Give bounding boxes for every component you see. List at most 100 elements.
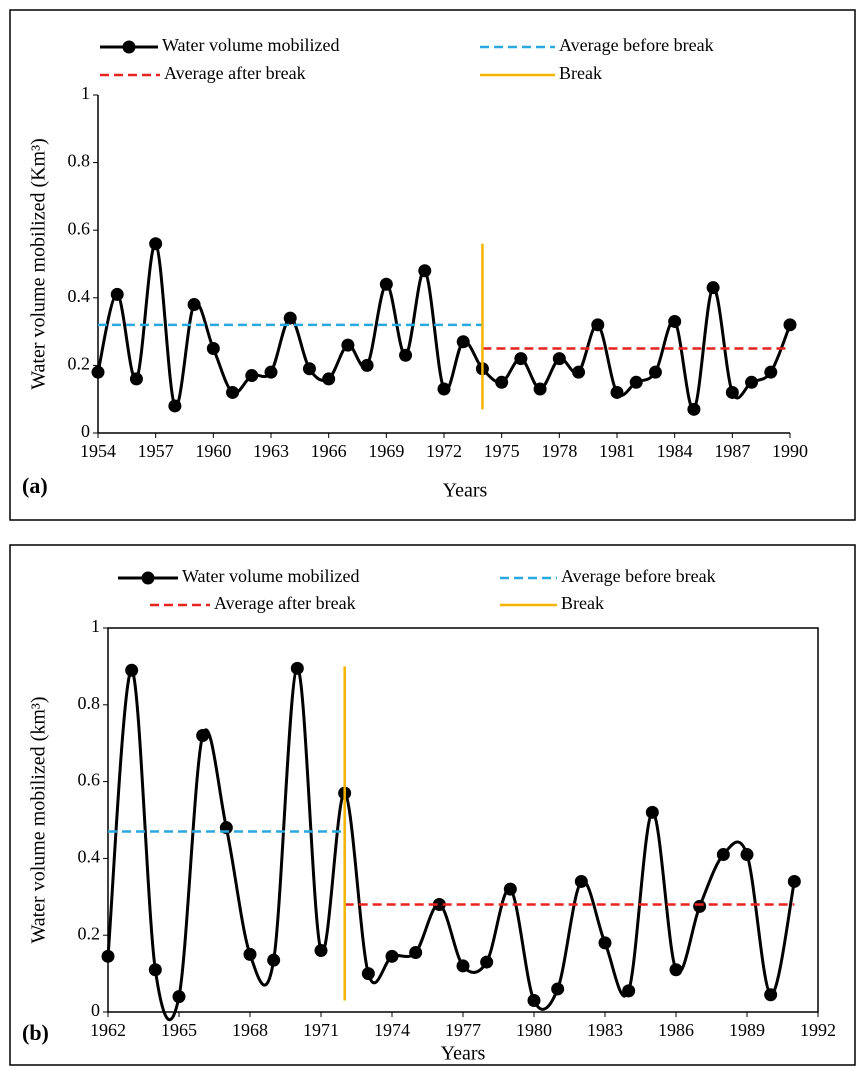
data-point xyxy=(648,365,662,379)
data-point xyxy=(725,385,739,399)
data-point xyxy=(341,338,355,352)
data-point xyxy=(148,963,162,977)
panel-frame xyxy=(9,9,856,521)
data-point xyxy=(110,287,124,301)
data-point xyxy=(572,365,586,379)
y-tick-label: 0.6 xyxy=(68,218,91,238)
y-tick-label: 0.2 xyxy=(68,354,91,374)
y-tick-label: 0.6 xyxy=(78,770,101,790)
y-axis-label: Water volume mobilized (Km³) xyxy=(28,138,50,390)
data-point xyxy=(740,848,754,862)
legend-label: Break xyxy=(561,593,604,613)
data-point xyxy=(716,848,730,862)
data-point xyxy=(591,318,605,332)
data-point xyxy=(314,944,328,958)
y-tick-label: 0.8 xyxy=(68,151,91,171)
data-point xyxy=(456,335,470,349)
data-point xyxy=(629,375,643,389)
data-point xyxy=(226,385,240,399)
data-point xyxy=(168,399,182,413)
data-point xyxy=(302,362,316,376)
legend-label: Break xyxy=(559,63,602,83)
data-point xyxy=(385,949,399,963)
x-tick-label: 1974 xyxy=(374,1020,410,1040)
panel-label: (a) xyxy=(22,473,48,498)
x-tick-label: 1989 xyxy=(729,1020,765,1040)
data-point xyxy=(360,358,374,372)
x-tick-label: 1987 xyxy=(714,441,750,461)
data-point xyxy=(622,984,636,998)
legend-marker xyxy=(141,571,155,585)
x-tick-label: 1983 xyxy=(587,1020,623,1040)
data-point xyxy=(91,365,105,379)
y-tick-label: 1 xyxy=(91,616,100,636)
data-point xyxy=(437,382,451,396)
data-point xyxy=(783,318,797,332)
x-tick-label: 1965 xyxy=(161,1020,197,1040)
y-tick-label: 0 xyxy=(91,1000,100,1020)
panel-label: (b) xyxy=(22,1020,49,1045)
data-point xyxy=(687,402,701,416)
data-point xyxy=(129,372,143,386)
x-tick-label: 1978 xyxy=(541,441,577,461)
data-point xyxy=(409,945,423,959)
x-tick-label: 1963 xyxy=(253,441,289,461)
data-point xyxy=(361,967,375,981)
data-point xyxy=(598,936,612,950)
y-tick-label: 0 xyxy=(81,421,90,441)
x-tick-label: 1971 xyxy=(303,1020,339,1040)
panel-frame xyxy=(9,544,856,1066)
data-point xyxy=(456,959,470,973)
y-tick-label: 0.2 xyxy=(78,923,101,943)
data-point xyxy=(196,729,210,743)
data-point xyxy=(706,281,720,295)
legend-label: Average before break xyxy=(561,566,716,586)
y-tick-label: 0.8 xyxy=(78,693,101,713)
data-point xyxy=(669,963,683,977)
x-tick-label: 1980 xyxy=(516,1020,552,1040)
data-point xyxy=(693,899,707,913)
x-axis-label: Years xyxy=(443,480,488,502)
plot-frame xyxy=(107,627,819,1013)
x-tick-label: 1986 xyxy=(658,1020,694,1040)
data-point xyxy=(206,342,220,355)
data-point xyxy=(574,874,588,888)
data-point xyxy=(243,947,257,961)
data-point xyxy=(610,385,624,399)
y-tick-label: 0.4 xyxy=(78,847,101,867)
data-point xyxy=(379,277,393,291)
data-point xyxy=(172,990,186,1004)
x-tick-label: 1977 xyxy=(445,1020,481,1040)
data-point xyxy=(149,237,163,251)
data-point xyxy=(495,375,509,389)
x-tick-label: 1972 xyxy=(426,441,462,461)
x-tick-label: 1968 xyxy=(232,1020,268,1040)
legend-label: Average after break xyxy=(214,593,356,613)
legend-marker xyxy=(122,40,136,54)
data-point xyxy=(267,953,281,967)
y-tick-label: 1 xyxy=(81,83,90,103)
legend-label: Water volume mobilized xyxy=(162,35,340,55)
data-point xyxy=(187,298,201,312)
data-point xyxy=(551,982,565,996)
x-tick-label: 1984 xyxy=(657,441,693,461)
data-point xyxy=(514,352,528,366)
data-point xyxy=(245,369,259,383)
x-tick-label: 1960 xyxy=(195,441,231,461)
data-point xyxy=(283,311,297,325)
data-point xyxy=(432,897,446,911)
data-point xyxy=(764,988,778,1002)
data-point xyxy=(745,375,759,389)
data-point xyxy=(552,352,566,366)
x-tick-label: 1957 xyxy=(138,441,174,461)
data-point xyxy=(645,805,659,819)
y-tick-label: 0.4 xyxy=(68,286,91,306)
x-tick-label: 1975 xyxy=(484,441,520,461)
data-point xyxy=(264,365,278,379)
x-tick-label: 1954 xyxy=(80,441,116,461)
x-tick-label: 1990 xyxy=(772,441,808,461)
data-point xyxy=(290,661,304,675)
x-axis-label: Years xyxy=(441,1043,486,1065)
data-point xyxy=(503,882,517,896)
